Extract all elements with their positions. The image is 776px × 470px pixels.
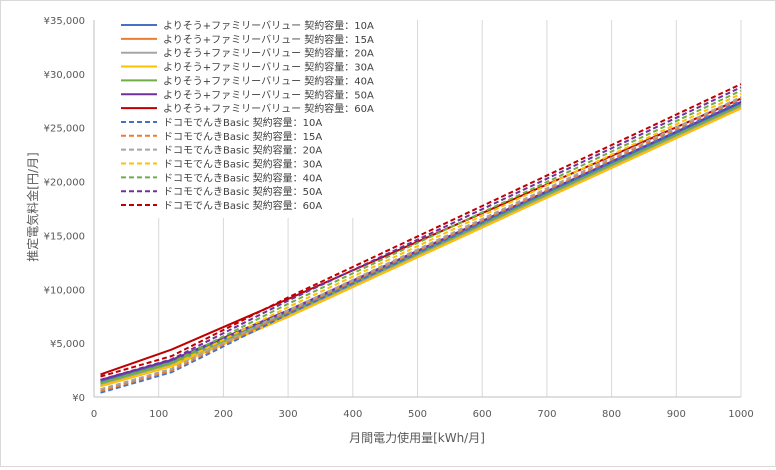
legend-label-8: ドコモでんきBasic 契約容量：10A bbox=[163, 116, 322, 129]
legend-label-4: よりそう+ファミリーバリュー 契約容量：30A bbox=[163, 61, 374, 74]
series-line-7 bbox=[100, 97, 742, 376]
x-tick-label: 300 bbox=[279, 409, 298, 420]
x-tick-label: 200 bbox=[214, 409, 233, 420]
x-tick-label: 700 bbox=[537, 409, 556, 420]
y-tick-label: ¥30,000 bbox=[44, 70, 85, 81]
y-axis-title: 推定電気料金[円/月] bbox=[25, 152, 40, 261]
legend-label-12: ドコモでんきBasic 契約容量：40A bbox=[163, 171, 322, 184]
legend-label-13: ドコモでんきBasic 契約容量：50A bbox=[163, 185, 322, 198]
legend-label-11: ドコモでんきBasic 契約容量：30A bbox=[163, 158, 322, 171]
legend-label-1: よりそう+ファミリーバリュー 契約容量：10A bbox=[163, 19, 374, 32]
x-tick-label: 900 bbox=[667, 409, 686, 420]
series-line-10 bbox=[100, 96, 742, 391]
series-line-14 bbox=[100, 83, 742, 378]
y-tick-label: ¥20,000 bbox=[44, 178, 85, 189]
y-tick-label: ¥25,000 bbox=[44, 124, 85, 135]
series-line-8 bbox=[100, 99, 742, 394]
x-tick-label: 0 bbox=[91, 409, 97, 420]
x-tick-label: 500 bbox=[408, 409, 427, 420]
y-tick-label: ¥0 bbox=[72, 393, 85, 404]
legend-background bbox=[117, 18, 417, 218]
series-line-12 bbox=[100, 89, 742, 384]
x-tick-label: 600 bbox=[473, 409, 492, 420]
legend-label-3: よりそう+ファミリーバリュー 契約容量：20A bbox=[163, 47, 374, 60]
y-tick-label: ¥15,000 bbox=[44, 231, 85, 242]
legend-label-7: よりそう+ファミリーバリュー 契約容量：60A bbox=[163, 102, 374, 115]
y-tick-label: ¥5,000 bbox=[50, 339, 85, 350]
series-line-13 bbox=[100, 86, 742, 381]
legend-label-9: ドコモでんきBasic 契約容量：15A bbox=[163, 130, 322, 143]
x-tick-label: 400 bbox=[343, 409, 362, 420]
y-tick-label: ¥10,000 bbox=[44, 285, 85, 296]
y-tick-label: ¥35,000 bbox=[44, 16, 85, 27]
legend-label-5: よりそう+ファミリーバリュー 契約容量：40A bbox=[163, 74, 374, 87]
legend-label-2: よりそう+ファミリーバリュー 契約容量：15A bbox=[163, 33, 374, 46]
x-tick-label: 100 bbox=[149, 409, 168, 420]
x-tick-label: 1000 bbox=[728, 409, 753, 420]
axis-layer: 0 100 200 300 400 500 600 700 800 900 1000 ¥0 ¥5,000… bbox=[44, 16, 754, 420]
x-axis-title: 月間電力使用量[kWh/月] bbox=[349, 430, 485, 445]
legend-label-14: ドコモでんきBasic 契約容量：60A bbox=[163, 199, 322, 212]
series-line-9 bbox=[100, 97, 742, 392]
x-tick-label: 800 bbox=[602, 409, 621, 420]
series-layer bbox=[100, 83, 742, 394]
series-line-11 bbox=[100, 92, 742, 388]
legend-label-10: ドコモでんきBasic 契約容量：20A bbox=[163, 144, 322, 157]
legend-label-6: よりそう+ファミリーバリュー 契約容量：50A bbox=[163, 88, 374, 101]
